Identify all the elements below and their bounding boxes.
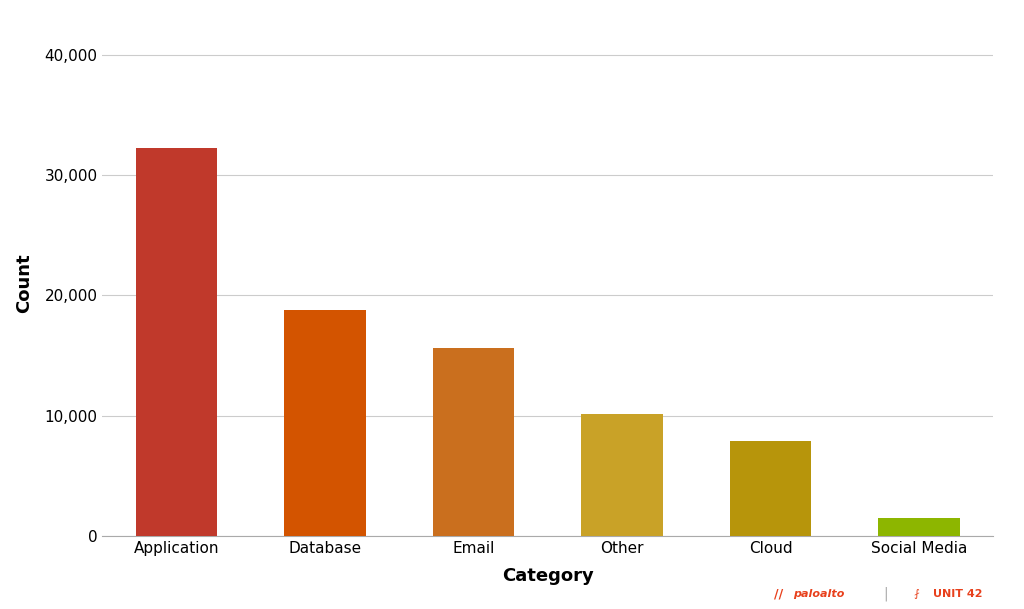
- Bar: [136, 149, 217, 536]
- Bar: [582, 414, 663, 536]
- Bar: [433, 348, 514, 536]
- X-axis label: Category: Category: [502, 567, 594, 585]
- Bar: [285, 309, 366, 536]
- Text: |: |: [884, 586, 888, 601]
- Bar: [879, 518, 959, 536]
- Text: //: //: [773, 587, 783, 600]
- Y-axis label: Count: Count: [15, 253, 34, 313]
- Text: paloalto: paloalto: [794, 589, 845, 599]
- Bar: [730, 441, 811, 536]
- Text: UNIT 42: UNIT 42: [933, 589, 982, 599]
- Text: ⨏: ⨏: [913, 589, 920, 599]
